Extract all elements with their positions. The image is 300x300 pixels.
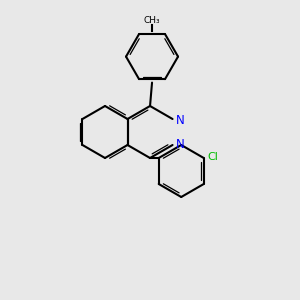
Text: Cl: Cl	[208, 152, 219, 162]
Text: N: N	[176, 113, 184, 127]
Text: N: N	[176, 137, 184, 151]
Text: CH₃: CH₃	[144, 16, 160, 25]
